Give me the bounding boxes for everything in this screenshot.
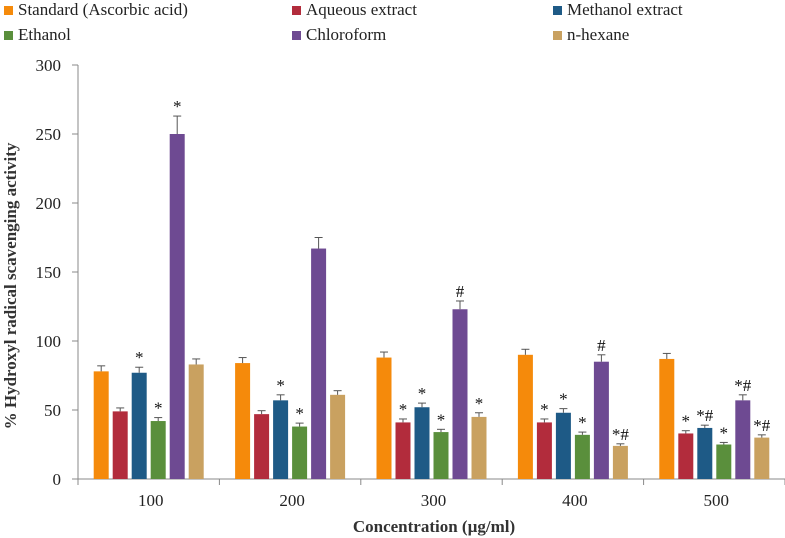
bars-group [93, 134, 770, 479]
significance-annotation: * [720, 423, 729, 442]
bar [235, 363, 251, 479]
bar [754, 437, 770, 479]
bar [188, 364, 204, 479]
y-tick-label: 250 [36, 125, 62, 144]
significance-annotation: * [295, 404, 304, 423]
legend-label-nhexane: n-hexane [567, 25, 630, 44]
legend-item-chloroform: Chloroform [292, 25, 386, 45]
y-tick-label: 0 [53, 470, 62, 489]
y-axis-ticks: 0 50 100 150 200 250 300 [36, 56, 78, 489]
chart-legend: Standard (Ascorbic acid) Aqueous extract… [0, 0, 785, 50]
bar [659, 358, 675, 479]
significance-annotation: * [475, 394, 484, 413]
bar [574, 434, 590, 479]
bar [292, 426, 308, 479]
bar [169, 134, 185, 479]
legend-swatch-ethanol [4, 30, 13, 40]
bar [697, 427, 713, 479]
bar [273, 400, 289, 479]
legend-swatch-aqueous [292, 5, 301, 15]
legend-swatch-standard [4, 5, 13, 15]
significance-annotation: * [399, 400, 408, 419]
x-tick-label: 500 [704, 491, 730, 510]
bar [612, 445, 628, 479]
legend-swatch-chloroform [292, 30, 301, 40]
significance-annotation: * [559, 390, 568, 409]
significance-annotation: * [578, 413, 587, 432]
significance-annotation: # [597, 336, 606, 355]
y-tick-label: 50 [44, 401, 61, 420]
bar [330, 394, 346, 479]
legend-label-chloroform: Chloroform [306, 25, 387, 44]
significance-annotation: *# [734, 376, 752, 395]
bar [517, 354, 533, 479]
x-tick-label: 400 [562, 491, 588, 510]
legend-item-aqueous: Aqueous extract [292, 0, 417, 20]
bar [376, 357, 392, 479]
legend-label-aqueous: Aqueous extract [306, 0, 417, 19]
x-tick-label: 200 [279, 491, 305, 510]
significance-annotation: * [437, 410, 446, 429]
x-tick-label: 300 [421, 491, 447, 510]
significance-annotation: * [173, 97, 182, 116]
error-bars-group [97, 115, 766, 446]
significance-annotation: # [456, 282, 465, 301]
annotations-group: ***** ***#* ***#*#* *#**#*# [135, 97, 771, 444]
legend-swatch-nhexane [553, 30, 562, 40]
significance-annotation: *# [696, 406, 714, 425]
legend-item-methanol: Methanol extract [553, 0, 683, 20]
significance-annotation: * [276, 376, 285, 395]
y-tick-label: 300 [36, 56, 62, 75]
bar [536, 422, 552, 479]
bar [112, 411, 128, 479]
legend-item-ethanol: Ethanol [4, 25, 71, 45]
significance-annotation: * [418, 384, 427, 403]
y-axis-title: % Hydroxyl radical scavenging activity [1, 142, 20, 429]
bar [716, 444, 732, 479]
bar [150, 421, 166, 479]
bar [131, 372, 147, 479]
bar [593, 361, 609, 479]
legend-label-ethanol: Ethanol [18, 25, 71, 44]
significance-annotation: * [154, 399, 163, 418]
x-axis-title: Concentration (µg/ml) [353, 517, 515, 536]
bar [311, 248, 327, 479]
bar [93, 371, 109, 479]
legend-swatch-methanol [553, 5, 562, 15]
significance-annotation: *# [753, 416, 771, 435]
y-tick-label: 150 [36, 263, 62, 282]
legend-item-standard: Standard (Ascorbic acid) [4, 0, 188, 20]
significance-annotation: *# [612, 425, 630, 444]
bar [555, 412, 571, 479]
bar [452, 309, 468, 479]
bar [414, 407, 430, 479]
y-tick-label: 100 [36, 332, 62, 351]
bar [254, 414, 270, 479]
x-axis-ticks: 100 200 300 400 500 [77, 479, 785, 510]
legend-label-methanol: Methanol extract [567, 0, 683, 19]
bar [433, 432, 449, 479]
bar [471, 416, 487, 479]
significance-annotation: * [135, 348, 144, 367]
x-tick-label: 100 [138, 491, 164, 510]
bar [395, 422, 411, 479]
significance-annotation: * [540, 400, 549, 419]
legend-label-standard: Standard (Ascorbic acid) [18, 0, 188, 19]
y-tick-label: 200 [36, 194, 62, 213]
legend-item-nhexane: n-hexane [553, 25, 629, 45]
bar [735, 400, 751, 479]
significance-annotation: * [682, 412, 691, 431]
bar [678, 433, 694, 479]
